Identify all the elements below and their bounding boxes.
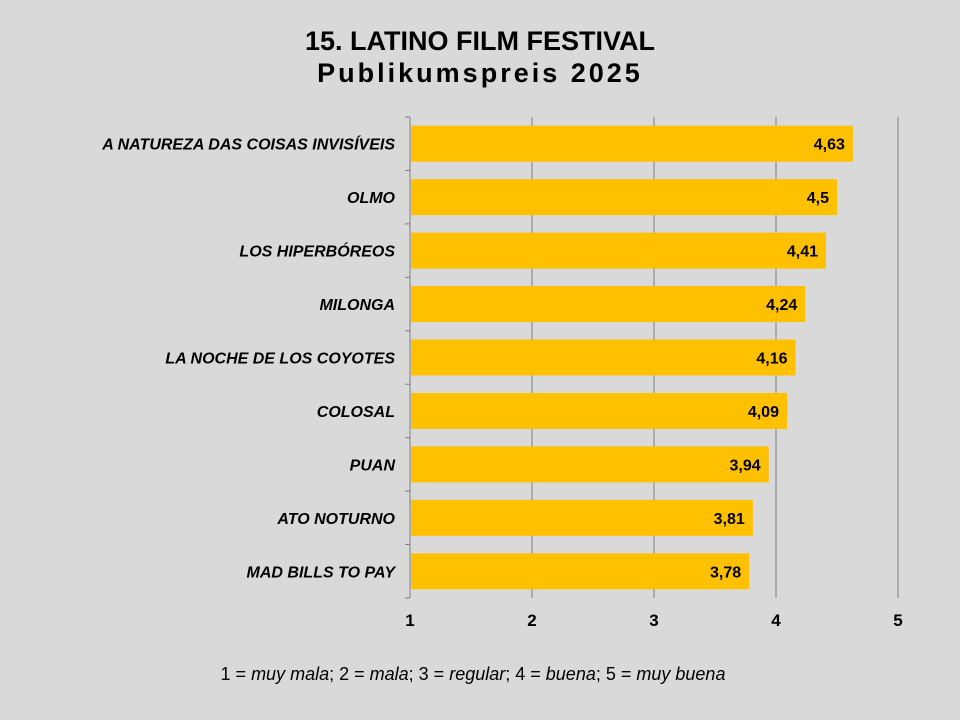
category-label: OLMO	[347, 190, 396, 207]
data-label: 4,41	[787, 244, 818, 261]
category-label: MAD BILLS TO PAY	[247, 564, 397, 581]
data-label: 3,94	[730, 457, 761, 474]
bar	[411, 125, 853, 162]
bar	[411, 179, 837, 216]
data-label: 4,5	[807, 190, 829, 207]
chart-subtitle: Publikumspreis 2025	[317, 58, 643, 88]
bar	[411, 339, 796, 376]
category-label: PUAN	[350, 457, 396, 474]
x-tick-label: 5	[893, 611, 902, 630]
bar	[411, 446, 769, 483]
bar	[411, 286, 806, 323]
category-label: LA NOCHE DE LOS COYOTES	[165, 351, 395, 368]
bar	[411, 232, 827, 269]
category-label: COLOSAL	[317, 404, 395, 421]
rating-scale-legend: 1 = muy mala; 2 = mala; 3 = regular; 4 =…	[220, 664, 726, 684]
data-label: 4,09	[748, 404, 779, 421]
x-tick-label: 1	[405, 611, 414, 630]
data-label: 4,24	[766, 297, 797, 314]
data-label: 4,16	[756, 351, 787, 368]
x-tick-label: 2	[527, 611, 536, 630]
data-label: 3,81	[714, 511, 745, 528]
category-label: A NATUREZA DAS COISAS INVISÍVEIS	[101, 135, 395, 154]
x-tick-label: 3	[649, 611, 658, 630]
data-label: 3,78	[710, 564, 741, 581]
category-label: MILONGA	[319, 297, 395, 314]
x-tick-label: 4	[771, 611, 781, 630]
scale-label: mala	[369, 664, 409, 684]
bar	[411, 553, 750, 590]
scale-label: muy mala	[251, 664, 330, 684]
scale-label: buena	[545, 664, 596, 684]
scale-label: muy buena	[636, 664, 726, 684]
bar	[411, 499, 753, 536]
category-label: LOS HIPERBÓREOS	[239, 242, 395, 261]
category-label: ATO NOTURNO	[276, 511, 395, 528]
chart-title: 15. LATINO FILM FESTIVAL	[305, 26, 655, 56]
scale-label: regular	[449, 664, 506, 684]
data-label: 4,63	[814, 137, 845, 154]
bar	[411, 392, 787, 429]
